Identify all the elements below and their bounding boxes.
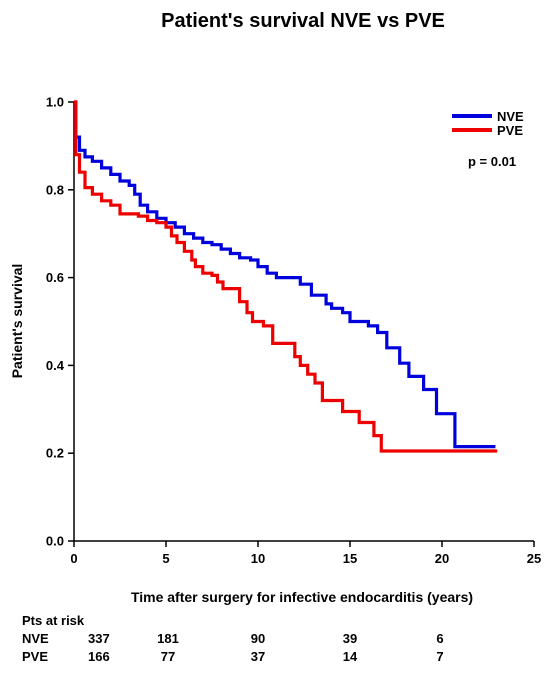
at-risk-label-nve: NVE — [22, 631, 49, 646]
at-risk-value-pve-4: 7 — [436, 649, 443, 664]
series-layer — [74, 100, 498, 453]
at-risk-value-nve-2: 90 — [251, 631, 265, 646]
axes: 0.0 0.2 0.4 0.6 0.8 1.0 0 5 10 15 20 25 — [46, 95, 541, 567]
legend: NVE PVE — [452, 109, 524, 138]
at-risk-value-pve-2: 37 — [251, 649, 265, 664]
x-tick-label-0: 0 — [70, 551, 77, 566]
y-axis-label: Patient's survival — [9, 264, 25, 379]
legend-label-pve: PVE — [497, 123, 523, 138]
y-tick-label-2: 0.4 — [46, 358, 65, 373]
series-line-nve — [74, 100, 496, 449]
at-risk-value-nve-0: 337 — [88, 631, 110, 646]
x-axis-label: Time after surgery for infective endocar… — [131, 589, 473, 605]
series-line-pve — [74, 100, 498, 453]
at-risk-value-nve-4: 6 — [436, 631, 443, 646]
y-tick-label-5: 1.0 — [46, 95, 64, 110]
at-risk-label-pve: PVE — [22, 649, 48, 664]
p-value-annotation: p = 0.01 — [468, 154, 516, 169]
at-risk-values: 337 181 90 39 6 166 77 37 14 7 — [88, 631, 444, 664]
x-tick-label-4: 20 — [435, 551, 449, 566]
at-risk-value-nve-3: 39 — [343, 631, 357, 646]
x-tick-label-2: 10 — [251, 551, 265, 566]
x-tick-label-5: 25 — [527, 551, 541, 566]
y-tick-label-0: 0.0 — [46, 534, 64, 549]
chart-title: Patient's survival NVE vs PVE — [161, 10, 445, 32]
legend-label-nve: NVE — [497, 109, 524, 124]
y-tick-label-3: 0.6 — [46, 270, 64, 285]
at-risk-value-nve-1: 181 — [157, 631, 179, 646]
y-tick-label-4: 0.8 — [46, 182, 64, 197]
at-risk-value-pve-1: 77 — [161, 649, 175, 664]
x-tick-label-1: 5 — [162, 551, 169, 566]
at-risk-value-pve-0: 166 — [88, 649, 110, 664]
x-tick-label-3: 15 — [343, 551, 357, 566]
at-risk-header: Pts at risk — [22, 613, 85, 628]
y-tick-label-1: 0.2 — [46, 446, 64, 461]
at-risk-value-pve-3: 14 — [343, 649, 358, 664]
